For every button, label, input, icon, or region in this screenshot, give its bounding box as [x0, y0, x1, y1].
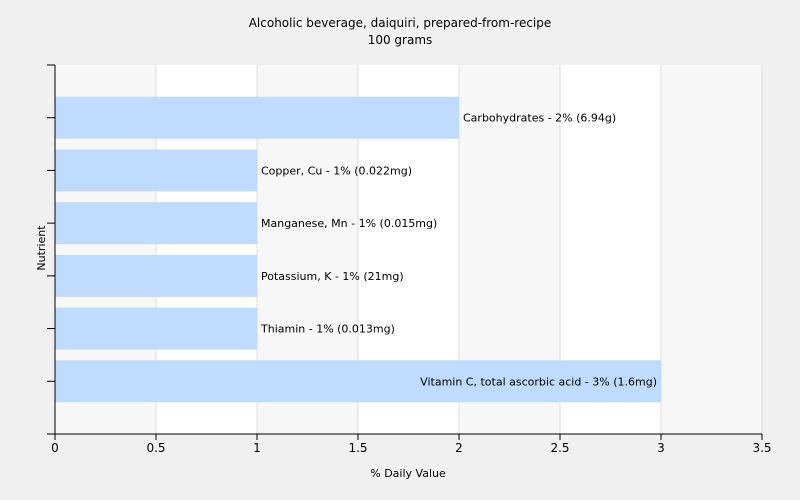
bar-label: Thiamin - 1% (0.013mg): [260, 323, 395, 336]
bar: [55, 149, 257, 192]
bar-label: Carbohydrates - 2% (6.94g): [463, 112, 616, 125]
x-tick-label: 3: [657, 441, 665, 455]
x-tick-label: 0: [51, 441, 59, 455]
bar-label: Manganese, Mn - 1% (0.015mg): [261, 217, 437, 230]
chart-title: Alcoholic beverage, daiquiri, prepared-f…: [249, 16, 552, 30]
grid-band: [661, 65, 762, 434]
bar-label: Copper, Cu - 1% (0.022mg): [261, 164, 412, 177]
bar: [55, 96, 459, 139]
x-tick-label: 0.5: [146, 441, 165, 455]
bar: [55, 254, 257, 297]
x-axis-title: % Daily Value: [370, 467, 446, 480]
x-tick-label: 1.5: [348, 441, 367, 455]
bar: [55, 307, 257, 350]
x-tick-label: 2.5: [550, 441, 569, 455]
y-axis-title: Nutrient: [35, 225, 48, 271]
x-tick-label: 3.5: [752, 441, 771, 455]
chart-subtitle: 100 grams: [368, 33, 433, 47]
bar-label: Potassium, K - 1% (21mg): [261, 270, 404, 283]
x-tick-label: 1: [253, 441, 261, 455]
bar-label: Vitamin C, total ascorbic acid - 3% (1.6…: [420, 375, 657, 388]
x-tick-label: 2: [455, 441, 463, 455]
axes: 0 0.5 1 1.5 2 2.5 3 3.5: [47, 64, 772, 455]
bar: [55, 360, 661, 403]
bars: Carbohydrates - 2% (6.94g) Copper, Cu - 1…: [55, 96, 661, 403]
bar: [55, 202, 257, 245]
